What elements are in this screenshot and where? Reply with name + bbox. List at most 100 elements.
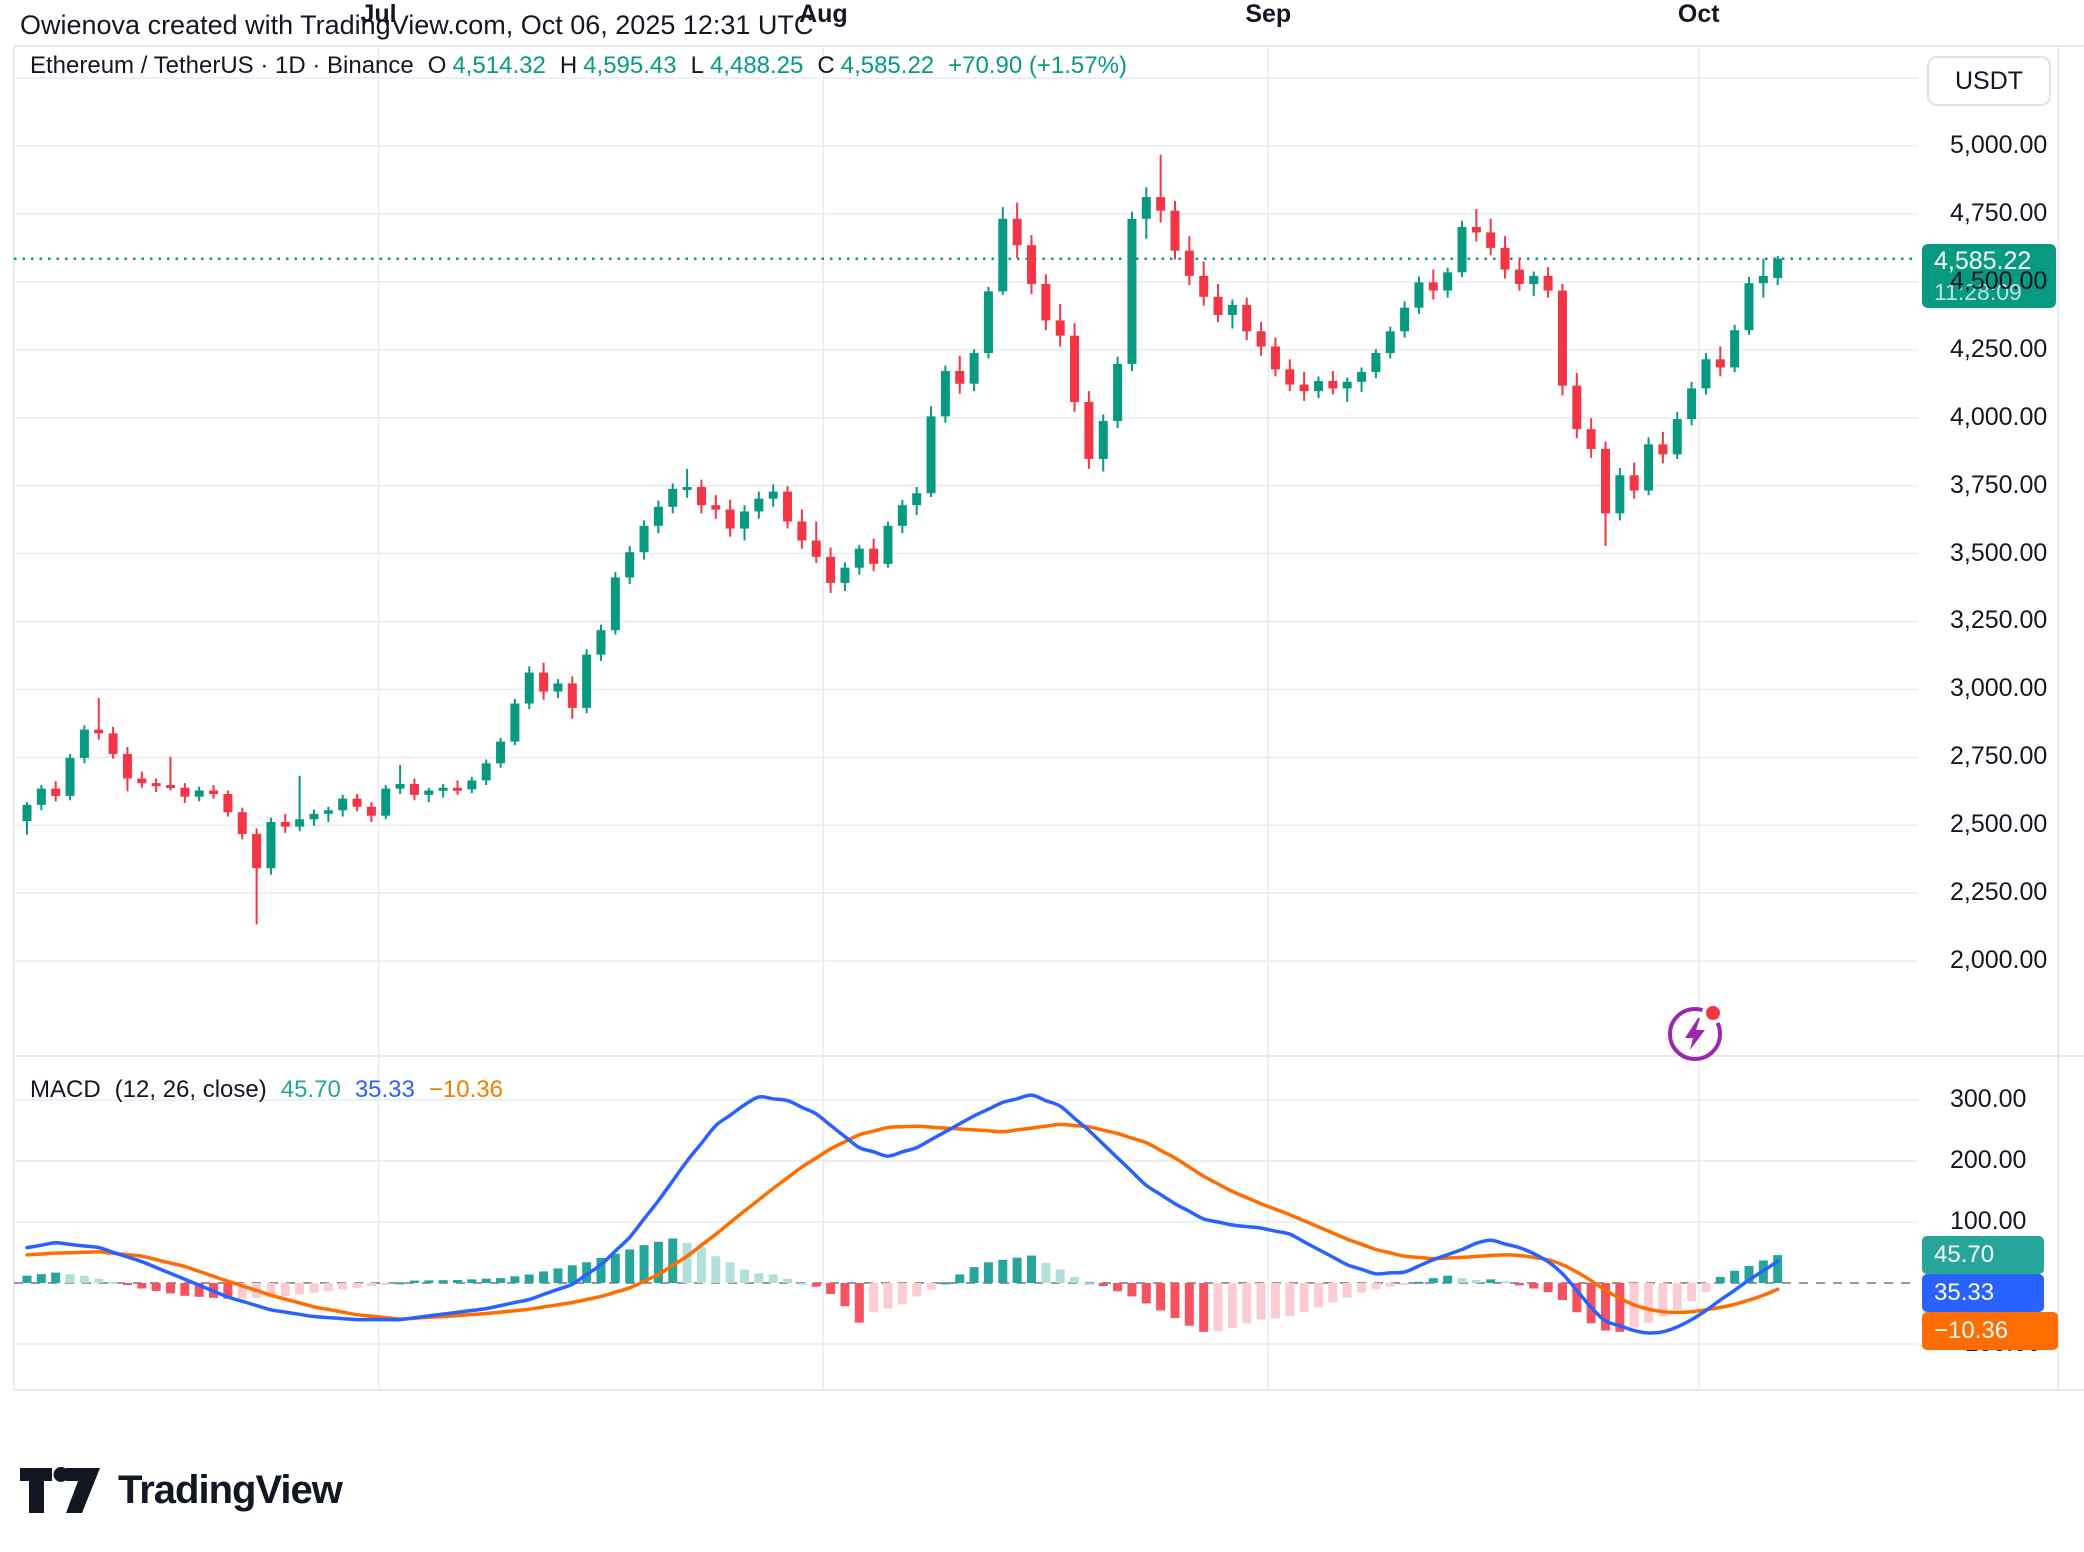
macd-histogram-bar [653,1241,663,1283]
macd-histogram-bar [36,1274,46,1283]
macd-histogram-bar [926,1283,936,1290]
macd-histogram-bar [1500,1281,1510,1284]
candle-body [983,291,993,354]
macd-histogram-bar [940,1282,950,1285]
macd-histogram-bar [395,1282,405,1285]
tradingview-logo[interactable]: TradingView [20,1462,343,1518]
candle-body [1371,353,1381,373]
open-label: O [427,52,447,79]
macd-histogram-bar [1715,1276,1725,1283]
candle-body [1687,388,1697,420]
macd-histogram-bar [610,1253,620,1283]
macd-histogram-bar [1514,1283,1524,1286]
candle-body [582,654,592,708]
candle-body [1270,346,1280,370]
macd-histogram-bar [151,1283,161,1291]
candle-body [1572,385,1582,430]
macd-signal-value: −10.36 [428,1076,503,1103]
macd-histogram-bar [1486,1279,1496,1283]
candle-body [1256,331,1266,347]
macd-histogram-bar [352,1283,362,1288]
macd-histogram-bar [826,1283,836,1294]
candle-body [108,733,118,755]
high-value: 4,595.43 [583,52,677,79]
candle-body [51,788,61,796]
candle-body [266,821,276,869]
macd-histogram-bar [1299,1283,1309,1313]
candle-body [1500,247,1510,270]
macd-histogram-bar [323,1283,333,1292]
candle-body [1084,401,1094,459]
macd-histogram-bar [998,1259,1008,1283]
candle-body [1672,419,1682,455]
candle-body [453,787,462,791]
macd-histogram-bar [223,1283,233,1299]
macd-hist-value: 45.70 [280,1076,341,1103]
macd-line-badge: 35.33 [1922,1274,2044,1312]
low-value: 4,488.25 [709,52,804,79]
tradingview-logo-text: TradingView [118,1467,343,1512]
currency-toggle-button[interactable]: USDT [1927,56,2051,106]
macd-histogram-bar [1644,1283,1654,1323]
candle-body [668,488,678,507]
macd-histogram-bar [725,1262,735,1283]
candle-body [1744,283,1754,331]
macd-histogram-bar [1213,1283,1223,1332]
candle-body [94,729,104,734]
macd-histogram-bar [1414,1281,1424,1284]
macd-histogram-bar [424,1280,434,1283]
flash-ideas-icon[interactable] [1662,1000,1728,1066]
macd-hist-badge: 45.70 [1922,1236,2044,1274]
candle-body [926,416,936,494]
candle-body [1514,269,1524,285]
candle-body [366,806,376,816]
macd-histogram-bar [1443,1275,1453,1283]
candle-body [696,486,706,506]
candle-body [424,790,434,795]
macd-histogram-bar [955,1274,965,1283]
candle-body [1730,330,1740,368]
macd-histogram-bar [969,1267,979,1283]
macd-histogram-bar [983,1262,993,1283]
candle-body [711,505,721,510]
macd-histogram-bar [180,1283,190,1296]
candle-body [740,511,749,529]
candle-body [1471,226,1481,233]
macd-histogram-bar [1672,1283,1682,1310]
candle-body [309,813,319,820]
open-value: 4,514.32 [452,52,546,79]
macd-histogram-bar [869,1283,879,1313]
candle-body [1644,444,1654,491]
macd-title[interactable]: MACD [30,1076,101,1103]
symbol-title[interactable]: Ethereum / TetherUS · 1D · Binance [30,52,414,79]
macd-histogram-bar [1055,1269,1065,1283]
candle-body [1027,245,1036,285]
macd-histogram-bar [22,1275,32,1283]
change-value: +70.90 (+1.57%) [948,52,1127,79]
macd-histogram-bar [122,1283,132,1286]
candle-body [65,757,75,796]
candle-body [797,521,807,541]
macd-histogram-bar [897,1283,907,1305]
candle-body [610,577,620,631]
candle-body [1285,369,1295,385]
candle-body [323,810,333,814]
macd-histogram-bar [1328,1283,1338,1303]
macd-histogram-bar [854,1283,864,1323]
candle-body [194,790,204,797]
macd-histogram-bar [539,1271,549,1283]
macd-histogram-bar [1070,1276,1080,1283]
macd-histogram-bar [1586,1283,1596,1324]
macd-histogram-bar [1285,1283,1295,1316]
macd-params: (12, 26, close) [114,1076,267,1103]
candle-body [840,567,850,583]
macd-histogram-bar [811,1283,821,1287]
candle-body [625,552,635,578]
macd-histogram-bar [65,1274,75,1283]
macd-histogram-bar [295,1283,305,1295]
candle-body [1127,218,1137,364]
candle-body [1385,331,1395,354]
macd-histogram-bar [467,1279,477,1283]
